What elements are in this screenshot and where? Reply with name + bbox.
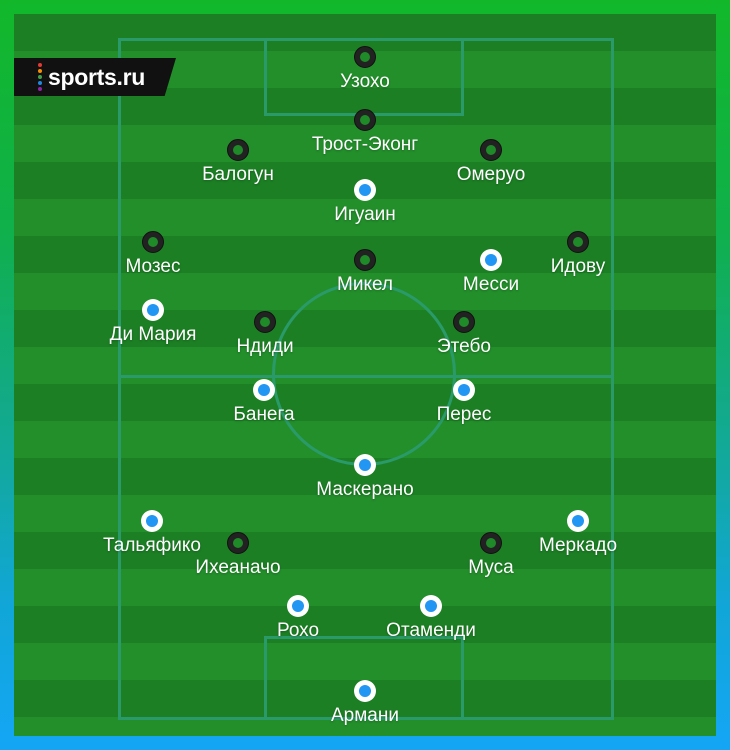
player-dot-black-icon	[567, 231, 589, 253]
player-dot-black-icon	[354, 46, 376, 68]
logo-dot	[38, 63, 42, 67]
player-dot-blue-icon	[354, 454, 376, 476]
player-dot-black-icon	[453, 311, 475, 333]
center-circle	[272, 282, 456, 466]
player-dot-black-icon	[254, 311, 276, 333]
player-name: Трост-Эконг	[311, 134, 419, 155]
player-dot-blue-icon	[141, 510, 163, 532]
player-dot-black-icon	[227, 532, 249, 554]
player-name: Ди Мария	[109, 324, 197, 345]
player-name: Микел	[337, 274, 393, 295]
player-dot-blue-icon	[354, 179, 376, 201]
player-name: Банега	[233, 404, 295, 425]
bottom-penalty-box	[264, 636, 464, 720]
player-name: Мозес	[125, 256, 181, 277]
player-dot-blue-icon	[253, 379, 275, 401]
player-name: Балогун	[202, 164, 274, 185]
logo-dot	[38, 87, 42, 91]
player-name: Муса	[468, 557, 514, 578]
player-name: Месси	[462, 274, 520, 295]
logo-dot	[38, 81, 42, 85]
player-dot-blue-icon	[453, 379, 475, 401]
player-dot-black-icon	[227, 139, 249, 161]
sports-ru-logo: sports.ru	[14, 58, 176, 96]
player-name: Рохо	[276, 620, 320, 641]
player-dot-black-icon	[480, 139, 502, 161]
player-dot-blue-icon	[567, 510, 589, 532]
player-name: Ндиди	[236, 336, 294, 357]
player-dot-blue-icon	[287, 595, 309, 617]
logo-text: sports.ru	[48, 63, 145, 90]
player-name: Ихеаначо	[195, 557, 281, 578]
player-name: Игуаин	[334, 204, 396, 225]
player-dot-blue-icon	[354, 680, 376, 702]
player-dot-black-icon	[480, 532, 502, 554]
player-name: Меркадо	[538, 535, 618, 556]
logo-dots-icon	[38, 63, 42, 91]
player-name: Тальяфико	[103, 535, 201, 556]
player-name: Этебо	[437, 336, 491, 357]
player-dot-blue-icon	[420, 595, 442, 617]
player-name: Перес	[436, 404, 492, 425]
player-name: Маскерано	[316, 479, 414, 500]
logo-dot	[38, 75, 42, 79]
player-dot-blue-icon	[480, 249, 502, 271]
player-name: Отаменди	[386, 620, 476, 641]
player-dot-blue-icon	[142, 299, 164, 321]
football-pitch	[14, 14, 716, 736]
player-dot-black-icon	[354, 109, 376, 131]
player-name: Идову	[550, 256, 606, 277]
player-name: Омеруо	[456, 164, 526, 185]
player-dot-black-icon	[354, 249, 376, 271]
player-dot-black-icon	[142, 231, 164, 253]
logo-dot	[38, 69, 42, 73]
player-name: Узохо	[340, 71, 390, 92]
player-name: Армани	[331, 705, 399, 726]
